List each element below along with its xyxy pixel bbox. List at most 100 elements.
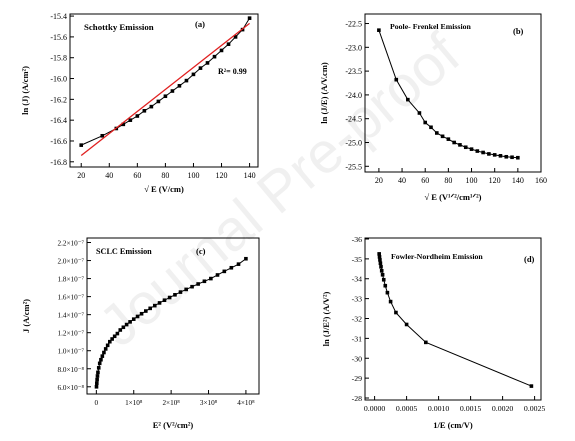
x-tick-label: 140 xyxy=(244,171,256,180)
data-point xyxy=(424,340,428,345)
data-point xyxy=(157,301,162,305)
y-tick-label: -16.8 xyxy=(50,158,67,167)
chart-panel-c: 0 1×10⁸ 2×10⁸ 3×10⁸ 4×10⁸ 6.0×10⁻⁸ 8.0×10⁻⁸ 1.0… xyxy=(21,237,260,430)
y-tick-label: 1.6×10⁻⁷ xyxy=(57,294,84,302)
x-axis-label: E² (V²/cm²) xyxy=(153,420,194,430)
y-tick-label: 2.0×10⁻⁷ xyxy=(57,258,84,266)
data-point xyxy=(379,265,383,269)
data-point xyxy=(95,377,99,382)
y-tick-label: 1.2×10⁻⁷ xyxy=(57,330,84,338)
data-point xyxy=(377,252,381,256)
x-tick-label: 3×10⁸ xyxy=(200,399,218,407)
data-point xyxy=(229,265,234,270)
y-tick-label: 6.0×10⁻⁸ xyxy=(57,384,84,392)
y-axis-label: J (A/cm²) xyxy=(21,299,31,333)
x-tick-label: 0.0020 xyxy=(492,404,514,413)
data-point xyxy=(124,322,129,327)
x-axis-label: √ E (V/cm) xyxy=(144,184,184,194)
plot-frame xyxy=(364,237,542,401)
data-point xyxy=(404,322,409,327)
data-point xyxy=(417,111,422,115)
data-point xyxy=(79,143,84,147)
data-point xyxy=(131,317,136,321)
fit-line xyxy=(80,22,250,157)
data-point xyxy=(446,137,451,141)
x-tick-label: 2×10⁸ xyxy=(162,399,180,407)
data-point xyxy=(128,118,133,122)
panel-label: (d) xyxy=(524,254,535,264)
data-point xyxy=(394,77,399,82)
x-tick-label: 1×10⁸ xyxy=(125,399,143,407)
data-point xyxy=(429,125,433,130)
panel-label: (b) xyxy=(513,26,524,36)
data-point xyxy=(212,54,217,59)
data-point xyxy=(96,366,101,370)
data-point xyxy=(100,354,105,358)
plot-frame xyxy=(364,13,542,173)
data-point xyxy=(236,262,241,266)
series-line xyxy=(81,17,251,146)
data-point xyxy=(440,134,445,139)
panel-label: (a) xyxy=(195,19,205,29)
y-tick-label: -32 xyxy=(352,315,362,324)
data-point xyxy=(222,269,227,274)
data-point xyxy=(463,145,468,150)
plot-frame xyxy=(86,237,260,395)
data-point xyxy=(103,347,108,351)
data-point xyxy=(209,276,213,281)
y-tick-label: -24.5 xyxy=(345,115,362,124)
data-point xyxy=(191,72,196,77)
series-line xyxy=(378,253,532,387)
data-point xyxy=(498,154,503,158)
data-point xyxy=(377,255,382,259)
data-point xyxy=(458,143,462,147)
x-tick-label: 40 xyxy=(398,176,406,185)
data-point xyxy=(142,109,147,113)
data-point xyxy=(385,290,390,295)
chart-title: Poole- Frenkel Emission xyxy=(390,22,472,31)
data-point xyxy=(102,350,106,355)
data-point xyxy=(148,306,152,311)
data-point xyxy=(378,261,383,266)
x-tick-label: 60 xyxy=(133,171,141,180)
y-tick-label: 8.0×10⁻⁸ xyxy=(57,366,84,374)
y-tick-label: -30 xyxy=(352,354,362,363)
data-point xyxy=(377,28,381,32)
data-point xyxy=(406,97,410,102)
x-tick-label: 100 xyxy=(187,171,199,180)
data-point xyxy=(163,94,168,99)
data-point xyxy=(196,282,200,286)
data-point xyxy=(100,133,105,138)
x-axis-label: √ E (V¹ᐟ²/cm¹ᐟ²) xyxy=(425,192,482,202)
data-point xyxy=(394,310,398,315)
y-tick-label: -16.0 xyxy=(50,75,67,84)
x-tick-label: 140 xyxy=(512,176,524,185)
data-point xyxy=(173,293,177,297)
y-axis-label: ln (J/E) (A/V.cm) xyxy=(319,62,329,124)
y-tick-label: -24.0 xyxy=(345,91,362,100)
series-line xyxy=(96,258,247,387)
x-tick-label: 120 xyxy=(489,176,501,185)
data-point xyxy=(105,343,110,348)
data-point xyxy=(481,150,485,155)
data-point xyxy=(170,89,175,93)
data-point xyxy=(97,361,102,366)
data-point xyxy=(380,272,385,277)
x-tick-label: 0.0025 xyxy=(524,404,546,413)
x-tick-label: 20 xyxy=(77,171,85,180)
y-tick-label: 1.8×10⁻⁷ xyxy=(57,276,84,284)
data-point xyxy=(135,314,140,319)
y-tick-label: 1.4×10⁻⁷ xyxy=(57,312,84,320)
data-point xyxy=(198,66,203,70)
data-point xyxy=(115,331,120,336)
data-point xyxy=(381,277,386,282)
x-tick-label: 100 xyxy=(466,176,478,185)
y-tick-label: -25.0 xyxy=(345,138,362,147)
data-point xyxy=(121,122,126,127)
data-point xyxy=(162,298,167,303)
x-tick-label: 80 xyxy=(444,176,452,185)
y-tick-label: -16.4 xyxy=(50,116,67,125)
data-point xyxy=(383,283,388,288)
y-tick-label: 1.0×10⁻⁷ xyxy=(57,348,84,356)
data-point xyxy=(95,381,99,385)
